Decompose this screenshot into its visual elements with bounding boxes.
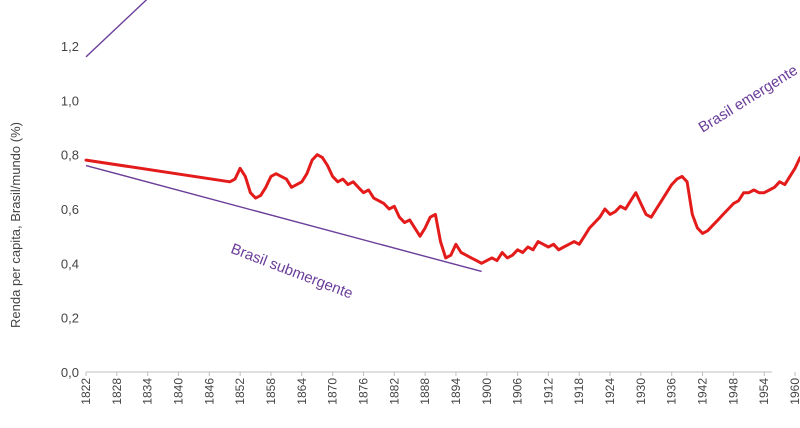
- x-tick-label: 1918: [572, 378, 586, 405]
- x-tick-label: 1906: [511, 378, 525, 405]
- x-tick-label: 1888: [418, 378, 432, 405]
- y-tick-label: 0,0: [61, 365, 79, 380]
- trend-lines: [85, 0, 482, 273]
- y-tick-label: 0,6: [61, 202, 79, 217]
- data-series: [84, 153, 800, 265]
- y-axis-label: Renda per capita, Brasil/mundo (%): [8, 122, 23, 328]
- chart-axes: 0,0 0,2 0,4 0,6 0,8 1,0 1,2 1822 1828 1834 1840 184…: [61, 39, 800, 405]
- x-tick-label: 1930: [634, 378, 648, 405]
- x-tick-label: 1912: [541, 378, 555, 405]
- x-tick-label: 1954: [757, 378, 771, 405]
- y-tick-label: 0,2: [61, 311, 79, 326]
- x-tick-label: 1846: [202, 378, 216, 405]
- annotation-label: Brasil emergente: [696, 62, 800, 137]
- y-tick-label: 1,2: [61, 39, 79, 54]
- trend-line: [85, 0, 148, 58]
- y-tick-label: 0,4: [61, 256, 79, 271]
- x-tick-label: 1870: [326, 378, 340, 405]
- x-tick-label: 1900: [480, 378, 494, 405]
- x-tick-label: 1834: [141, 378, 155, 405]
- series-line: [84, 153, 800, 265]
- x-tick-label: 1882: [387, 378, 401, 405]
- x-tick-label: 1852: [233, 378, 247, 405]
- x-tick-label: 1840: [171, 378, 185, 405]
- x-tick-label: 1822: [79, 378, 93, 405]
- trend-line: [85, 164, 482, 273]
- annotation-label: Brasil submergente: [228, 240, 355, 302]
- x-tick-label: 1864: [295, 378, 309, 405]
- x-tick-label: 1924: [603, 378, 617, 405]
- y-tick-label: 0,8: [61, 148, 79, 163]
- x-tick-label: 1948: [726, 378, 740, 405]
- y-tick-label: 1,0: [61, 93, 79, 108]
- x-tick-label: 1894: [449, 378, 463, 405]
- x-tick-label: 1876: [356, 378, 370, 405]
- x-tick-label: 1828: [110, 378, 124, 405]
- x-tick-label: 1942: [696, 378, 710, 405]
- x-tick-label: 1960: [788, 378, 800, 405]
- x-tick-label: 1936: [665, 378, 679, 405]
- x-tick-label: 1858: [264, 378, 278, 405]
